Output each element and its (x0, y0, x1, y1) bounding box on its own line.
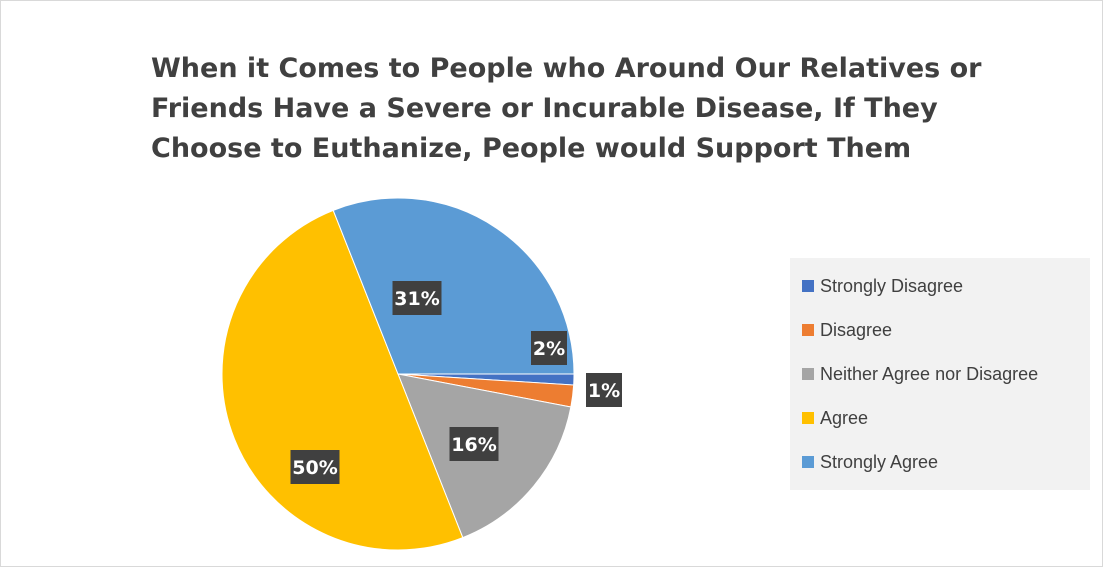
data-label-box (392, 281, 442, 315)
legend-swatch (802, 280, 814, 292)
data-label-box (449, 427, 499, 461)
legend-item-strongly-agree: Strongly Agree (802, 450, 938, 474)
data-label-strongly-disagree: 1% (586, 373, 622, 407)
data-label-disagree: 2% (531, 331, 567, 365)
data-label-text: 50% (292, 457, 337, 479)
legend-label: Neither Agree nor Disagree (820, 363, 1039, 384)
data-label-neither-agree-nor-disagree: 16% (449, 427, 499, 461)
data-label-box (586, 373, 622, 407)
data-label-box (290, 450, 340, 484)
pie-slice-agree (221, 209, 464, 551)
data-label-box (531, 331, 567, 365)
legend-swatch (802, 412, 814, 424)
legend-item-strongly-disagree: Strongly Disagree (802, 274, 963, 298)
data-label-agree: 50% (290, 450, 340, 484)
legend: Strongly Disagree Disagree Neither Agree n… (790, 258, 1090, 490)
legend-label: Strongly Agree (820, 451, 939, 472)
data-label-strongly-agree: 31% (392, 281, 442, 315)
legend-swatch (802, 456, 814, 468)
chart-title-line-1: When it Comes to People who Around Our R… (151, 53, 982, 84)
data-label-text: 16% (451, 434, 496, 456)
chart-title: When it Comes to People who Around Our R… (151, 49, 1011, 169)
legend-item-agree: Agree (802, 406, 868, 430)
data-label-text: 1% (588, 380, 620, 402)
data-label-text: 2% (533, 338, 565, 360)
data-label-text: 31% (394, 288, 439, 310)
legend-swatch (802, 324, 814, 336)
legend-item-neither-agree-nor-disagree: Neither Agree nor Disagree (802, 362, 1038, 386)
legend-item-disagree: Disagree (802, 318, 892, 342)
legend-swatch (802, 368, 814, 380)
chart-title-line-3: Choose to Euthanize, People would Suppor… (151, 133, 912, 164)
chart-title-line-2: Friends Have a Severe or Incurable Disea… (151, 93, 938, 124)
legend-label: Strongly Disagree (820, 275, 964, 296)
legend-label: Agree (820, 407, 869, 428)
legend-label: Disagree (820, 319, 893, 340)
pie-slice-strongly-agree (332, 197, 575, 375)
